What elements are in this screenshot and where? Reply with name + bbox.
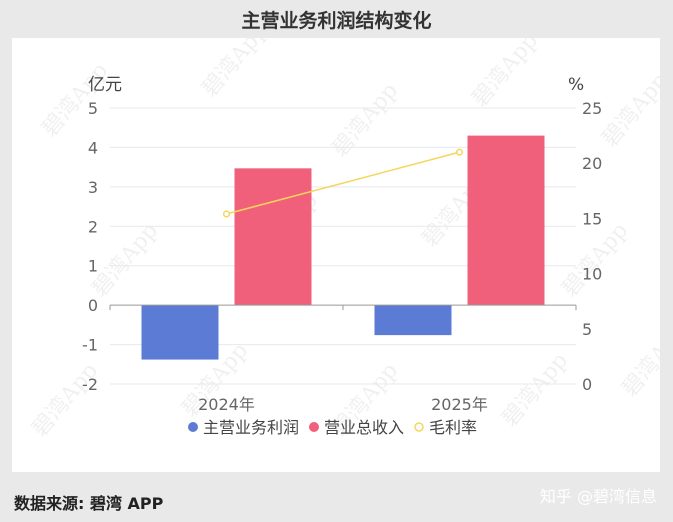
watermark-text: 碧湾App	[467, 38, 543, 112]
y-right-tick-label: 0	[582, 375, 592, 394]
y-right-tick-label: 25	[582, 99, 602, 118]
legend-marker	[188, 422, 198, 432]
legend-label: 毛利率	[429, 418, 477, 437]
data-source-label: 数据来源: 碧湾 APP	[14, 494, 164, 513]
watermark-text: 碧湾App	[87, 218, 163, 302]
y-left-tick-label: 5	[88, 99, 98, 118]
legend-marker	[309, 422, 319, 432]
bar-profit	[141, 305, 219, 360]
y-right-unit: %	[568, 75, 584, 95]
watermarks: 碧湾App 碧湾App 碧湾App 碧湾App 碧湾App 碧湾App 碧湾App 碧湾App…	[27, 38, 660, 442]
legend-label: 营业总收入	[324, 418, 404, 437]
legend: 主营业务利润 营业总收入 毛利率	[188, 418, 477, 437]
bar-revenue	[234, 168, 312, 306]
y-left-tick-label: 1	[88, 257, 98, 276]
watermark-text: 碧湾App	[327, 78, 403, 162]
watermark-text: 碧湾App	[27, 358, 103, 442]
bars	[141, 135, 545, 360]
zhihu-credit: 知乎 @碧湾信息	[539, 487, 657, 506]
y-right-tick-label: 5	[582, 320, 592, 339]
bar-revenue	[467, 135, 545, 306]
y-right-tick-label: 10	[582, 265, 602, 284]
watermark-text: 碧湾App	[37, 58, 113, 142]
y-left-tick-label: -1	[82, 336, 98, 355]
x-tick-label: 2024年	[198, 395, 255, 414]
margin-line-path	[226, 151, 460, 215]
margin-line	[222, 148, 464, 218]
chart-title: 主营业务利润结构变化	[241, 10, 432, 32]
y-left-tick-label: -2	[82, 375, 98, 394]
margin-point	[222, 210, 231, 218]
watermark-text: 碧湾App	[597, 68, 660, 152]
y-left-tick-label: 3	[88, 178, 98, 197]
y-right-tick-label: 15	[582, 209, 602, 228]
y-left-tick-label: 2	[88, 217, 98, 236]
axes: -2 -1 0 1 2 3 4 5 0 5 10 15 20 25 亿元 % 2024年 2025年	[82, 75, 602, 414]
watermark-text: 碧湾App	[557, 218, 633, 302]
y-right-tick-label: 20	[582, 154, 602, 173]
chart-panel: 碧湾App 碧湾App 碧湾App 碧湾App 碧湾App 碧湾App 碧湾App 碧湾App…	[12, 38, 660, 472]
watermark-text: 碧湾App	[497, 348, 573, 432]
watermark-text: 碧湾App	[197, 38, 273, 102]
y-left-tick-label: 4	[88, 138, 98, 157]
y-left-unit: 亿元	[88, 75, 122, 95]
margin-point	[455, 148, 464, 156]
bar-profit	[374, 305, 452, 336]
legend-marker	[414, 422, 424, 432]
legend-label: 主营业务利润	[203, 418, 299, 437]
watermark-text: 碧湾App	[617, 318, 660, 402]
chart-svg: 碧湾App 碧湾App 碧湾App 碧湾App 碧湾App 碧湾App 碧湾App 碧湾App…	[27, 38, 660, 442]
x-tick-label: 2025年	[431, 395, 488, 414]
y-left-tick-label: 0	[88, 296, 98, 315]
